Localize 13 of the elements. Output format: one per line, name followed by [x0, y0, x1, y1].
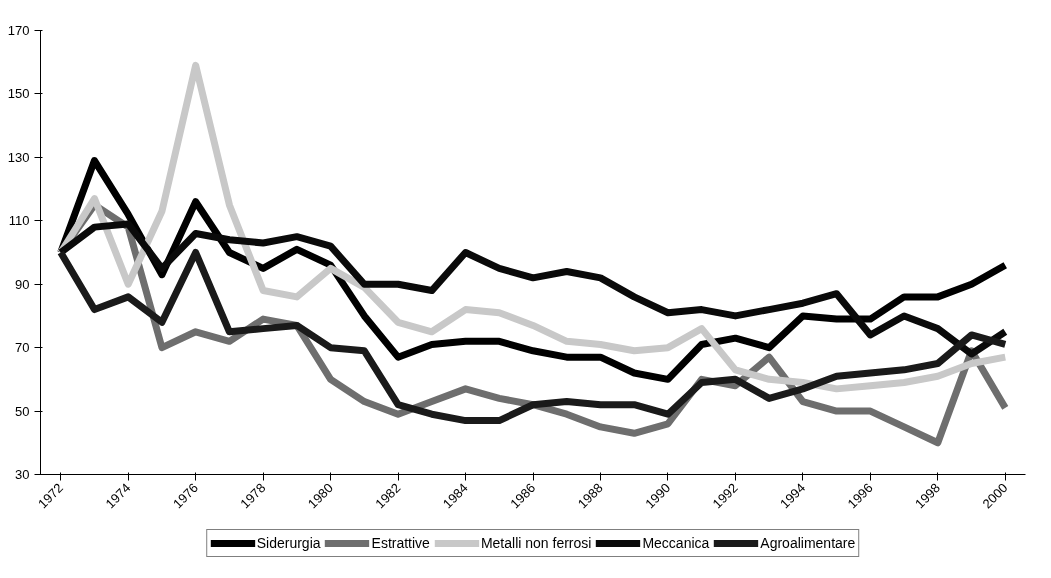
- legend-label: Estrattive: [371, 534, 430, 551]
- y-tick-label: 70: [15, 340, 30, 356]
- y-tick-label: 150: [7, 86, 30, 102]
- y-tick-label: 50: [15, 403, 30, 419]
- legend-label: Siderurgia: [256, 534, 321, 551]
- legend-label: Meccanica: [642, 534, 710, 551]
- legend-label: Metalli non ferrosi: [480, 534, 592, 551]
- y-tick-label: 30: [15, 467, 30, 482]
- y-tick-label: 130: [7, 149, 30, 165]
- y-tick-label: 110: [8, 213, 30, 229]
- y-tick-label: 90: [15, 276, 30, 292]
- legend-label: Agroalimentare: [760, 534, 856, 551]
- y-tick-label: 170: [7, 23, 30, 38]
